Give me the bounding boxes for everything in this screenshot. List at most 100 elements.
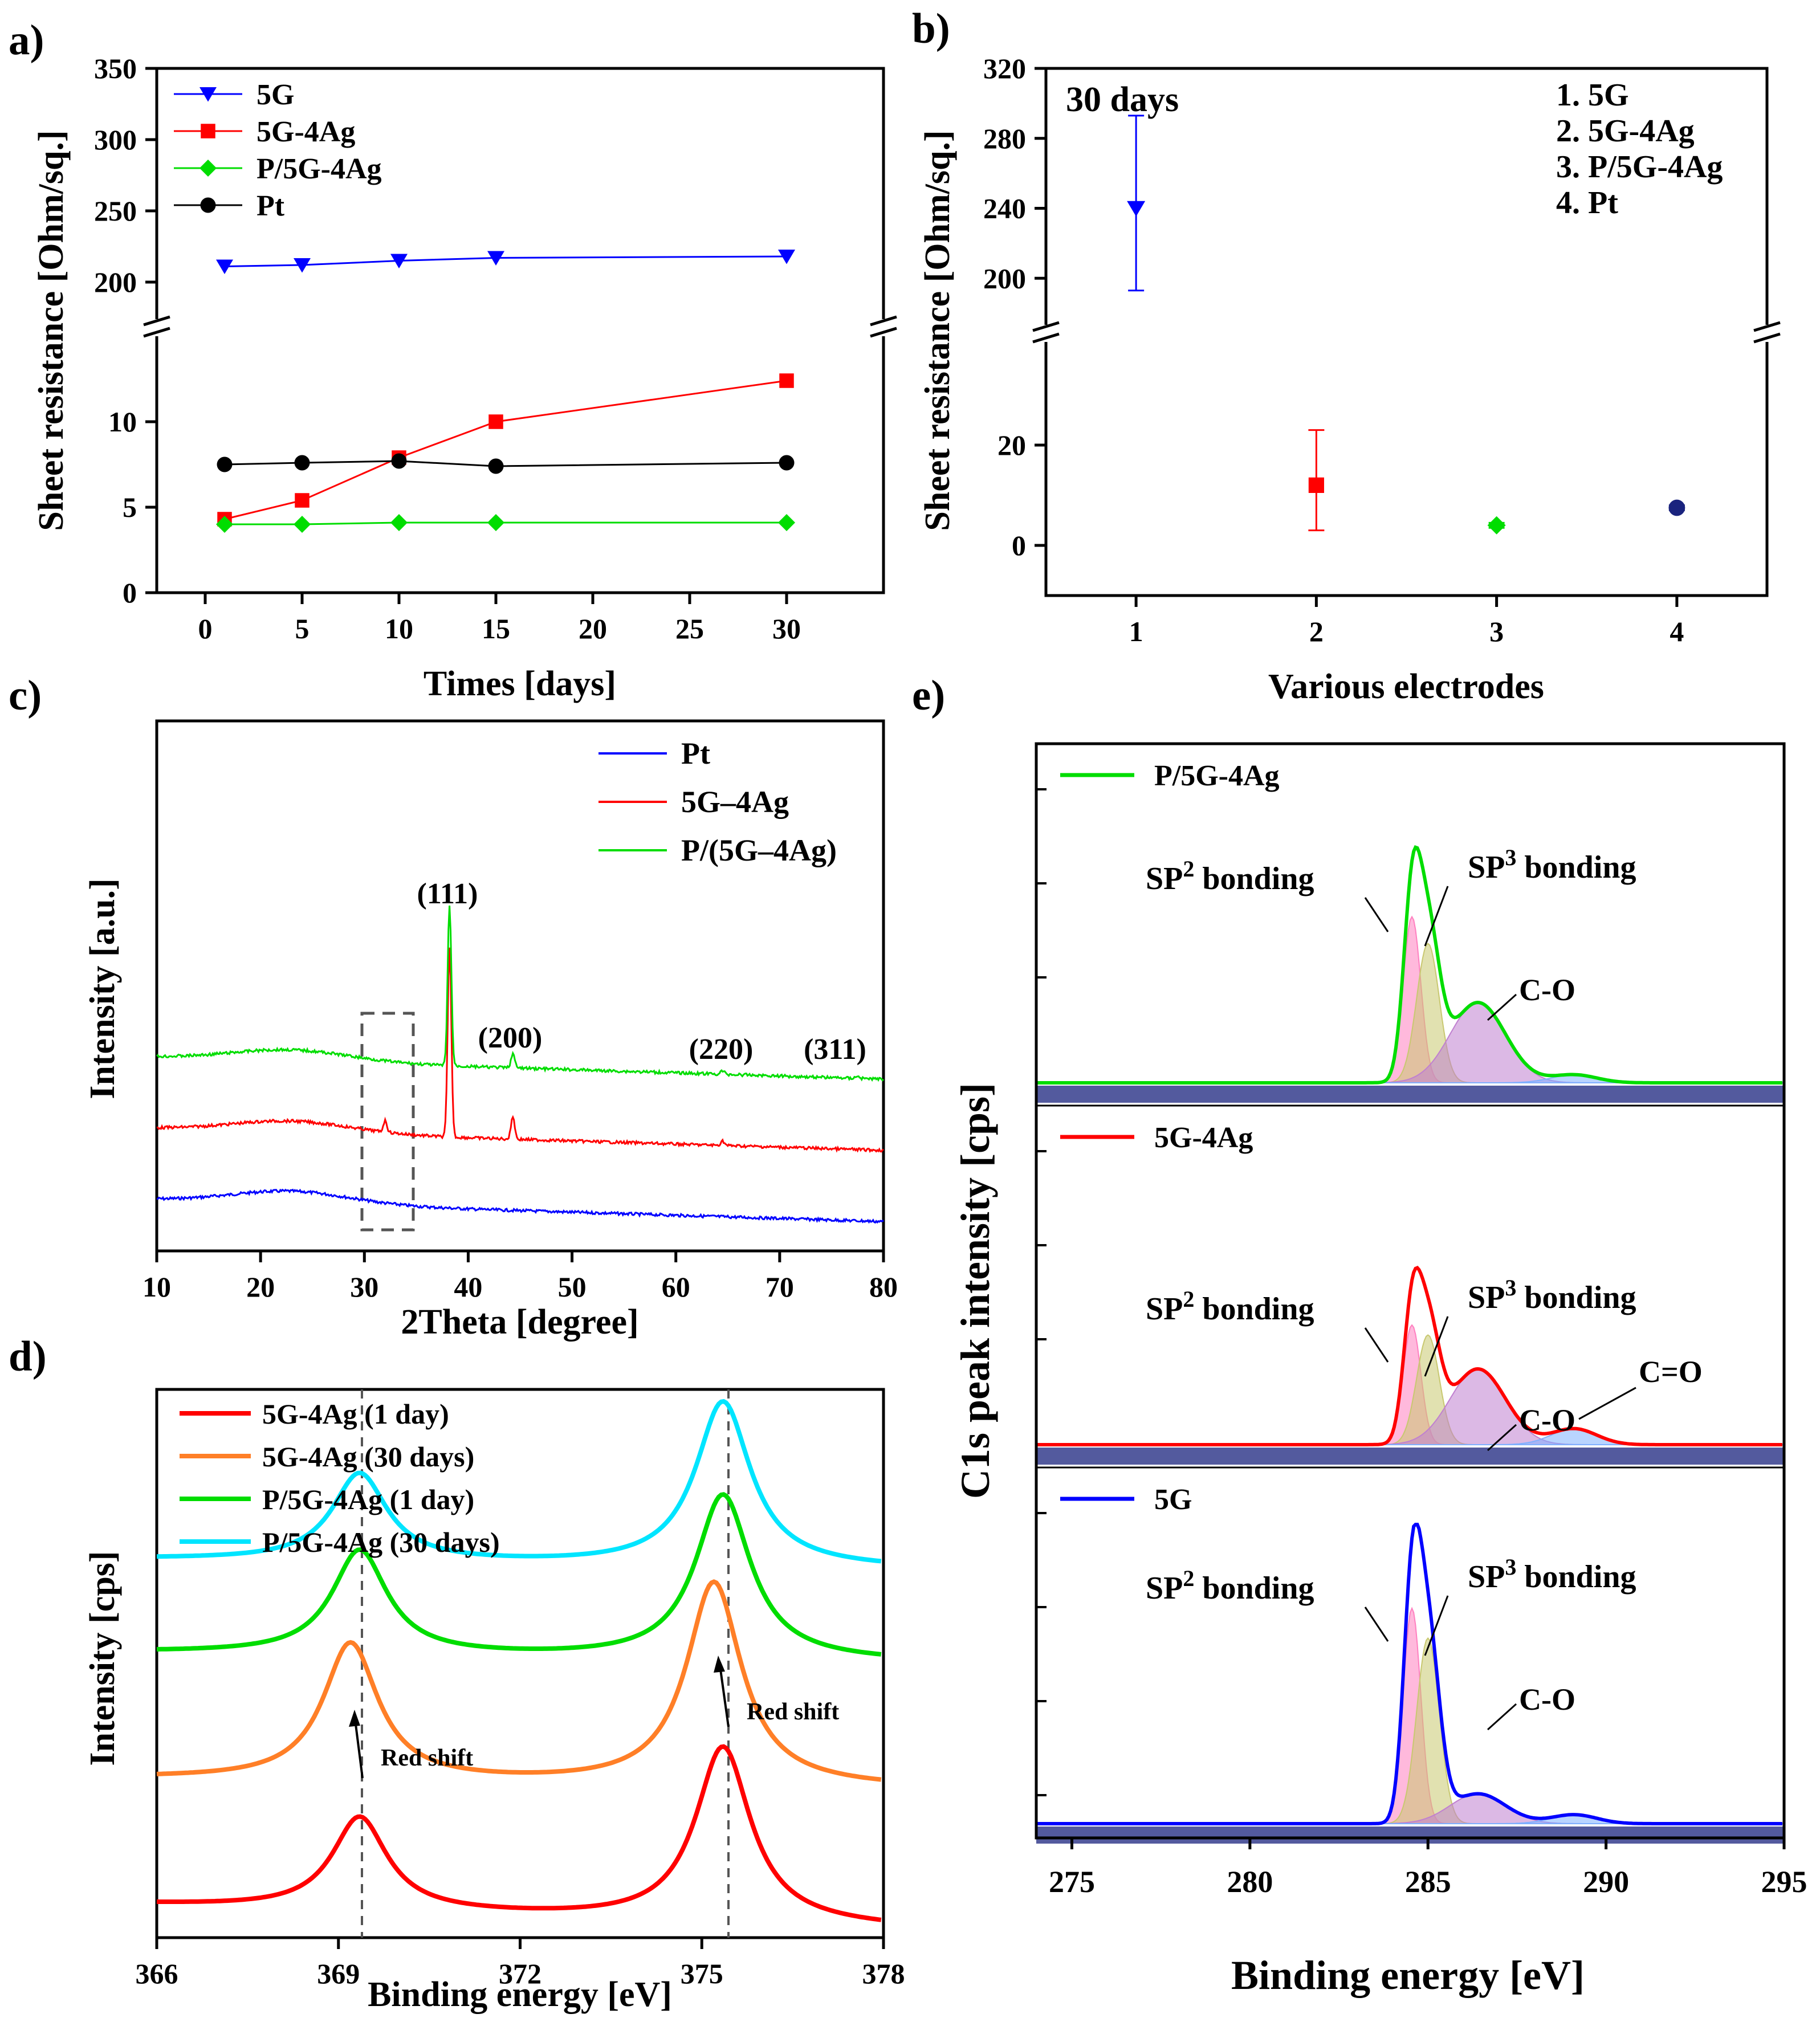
x-tick-label: 80	[869, 1271, 898, 1303]
peak-label: (311)	[804, 1033, 866, 1066]
y-tick-label: 0	[123, 577, 137, 609]
data-point	[294, 516, 311, 533]
y-tick-label: 200	[983, 262, 1026, 294]
panel-d-legend: 5G-4Ag (1 day) 5G-4Ag (30 days) P/5G-4Ag (…	[180, 1398, 500, 1558]
legend-label: Pt	[256, 190, 285, 222]
data-point	[1487, 516, 1506, 535]
peak-label: (111)	[417, 878, 478, 910]
panel-d-x-axis: 366 369 372 375 378	[136, 1938, 905, 1990]
data-point	[778, 250, 795, 264]
panel-b-upper-y-axis: 200 240 280 320	[983, 52, 1046, 294]
data-point	[216, 516, 233, 533]
sp3-superscript: 3	[1505, 1554, 1516, 1580]
sp3-suffix: bonding	[1516, 1280, 1636, 1315]
panel-c-x-axis: 10 20 30 40 50 60 70 80	[142, 1251, 898, 1303]
panel-d-shift-arrows	[349, 1656, 730, 1779]
x-tick-label: 285	[1405, 1865, 1451, 1899]
peak-label: (200)	[478, 1022, 543, 1054]
panel-a-lower-y-axis: 0 5 10	[108, 406, 157, 609]
panel-e-letter: e)	[912, 672, 945, 719]
series-trace	[156, 906, 884, 1082]
x-tick-label: 10	[385, 613, 413, 645]
x-tick-label: 290	[1583, 1865, 1629, 1899]
x-tick-label: 375	[681, 1958, 723, 1990]
data-point	[295, 493, 310, 508]
legend-label: 5G-4Ag	[256, 116, 355, 148]
data-point	[779, 373, 794, 388]
data-point	[487, 514, 504, 531]
x-tick-label: 60	[662, 1271, 690, 1303]
x-tick-label: 366	[136, 1958, 178, 1990]
series-trace	[156, 947, 884, 1153]
legend-label: 5G	[1154, 1483, 1192, 1516]
y-tick-label: 10	[108, 406, 137, 438]
sp3-superscript: 3	[1505, 1275, 1516, 1301]
data-point	[779, 455, 795, 471]
panel-b-xlabel: Various electrodes	[1268, 667, 1544, 706]
co-arrow	[1487, 993, 1517, 1021]
x-tick-label: 25	[675, 613, 704, 645]
panel-c-frame	[155, 719, 885, 1253]
x-tick-label: 50	[558, 1271, 587, 1303]
sp3-arrow	[1424, 1316, 1449, 1377]
sp3-label: SP3 bonding	[1468, 1275, 1636, 1315]
sp2-superscript: 2	[1183, 1566, 1194, 1591]
sp2-label: SP2 bonding	[1146, 1566, 1314, 1606]
sp3-label: SP3 bonding	[1468, 845, 1636, 885]
panel-a-ylabel: Sheet resistance [Ohm/sq.]	[32, 130, 71, 531]
peak-label: (220)	[689, 1033, 754, 1066]
panel-d-xlabel: Binding energy [eV]	[368, 1975, 672, 2014]
x-tick-label: 369	[317, 1958, 360, 1990]
series-line	[224, 255, 787, 267]
panel-e-x-axis: 275 280 285 290 295	[1049, 1838, 1807, 1899]
data-point	[1668, 499, 1685, 516]
series-trace	[156, 1188, 884, 1224]
panel-c-letter: c)	[9, 672, 42, 719]
baseline-band	[1036, 1086, 1784, 1103]
sp3-arrow	[1424, 1595, 1449, 1656]
legend-label: Pt	[681, 736, 710, 770]
x-tick-label: 3	[1489, 615, 1504, 647]
co-label: C-O	[1519, 1403, 1575, 1437]
y-tick-label: 350	[94, 52, 137, 84]
sp2-suffix: bonding	[1194, 861, 1314, 896]
panel-c-legend: Pt 5G–4Ag P/(5G–4Ag)	[598, 736, 837, 867]
panel-c-peak-labels: (111) (200) (220) (311)	[417, 878, 866, 1066]
x-tick-label: 295	[1761, 1865, 1807, 1899]
panel-a-x-axis: 0 5 10 15 20 25 30	[198, 593, 801, 645]
x-tick-label: 372	[499, 1958, 541, 1990]
legend-label: 4. Pt	[1556, 185, 1618, 221]
panel-b-annotation: 30 days	[1066, 80, 1179, 119]
x-tick-label: 378	[862, 1958, 905, 1990]
y-tick-label: 0	[1012, 529, 1026, 561]
sp2-superscript: 2	[1183, 856, 1194, 882]
legend-label: 1. 5G	[1556, 78, 1629, 113]
baseline-band	[1036, 1827, 1784, 1844]
legend-marker	[201, 124, 215, 138]
series-trace	[156, 1744, 882, 1922]
data-point	[778, 514, 795, 531]
panel-d-series	[156, 1399, 882, 1922]
panel-e-subplots: P/5G-4Ag SP2 bonding SP3 bonding C-O 5G-4Ag S…	[1036, 760, 1784, 1844]
legend-label: 5G-4Ag (1 day)	[262, 1398, 449, 1430]
panel-c-xlabel: 2Theta [degree]	[401, 1303, 638, 1342]
panel-a-upper-y-axis: 200 250 300 350	[94, 52, 157, 298]
legend-label: 3. P/5G-4Ag	[1556, 149, 1723, 185]
panel-c-highlight-box	[360, 1012, 415, 1232]
data-point	[294, 455, 310, 471]
panel-a-axis-break	[143, 315, 897, 338]
data-point	[391, 453, 407, 469]
legend-marker	[199, 160, 217, 177]
data-point	[487, 251, 504, 266]
co-label: C-O	[1519, 1682, 1575, 1717]
legend-label: 2. 5G-4Ag	[1556, 113, 1695, 149]
panel-b-letter: b)	[912, 5, 950, 52]
panel-d-annotation-2: Red shift	[747, 1699, 839, 1725]
panel-e-ylabel: C1s peak intensity [cps]	[952, 1083, 998, 1499]
sp3-superscript: 3	[1505, 845, 1516, 870]
x-tick-label: 40	[454, 1271, 482, 1303]
subplot-2: 5G SP2 bonding SP3 bonding C-O	[1036, 1483, 1784, 1844]
legend-label: P/5G-4Ag (1 day)	[262, 1483, 474, 1515]
